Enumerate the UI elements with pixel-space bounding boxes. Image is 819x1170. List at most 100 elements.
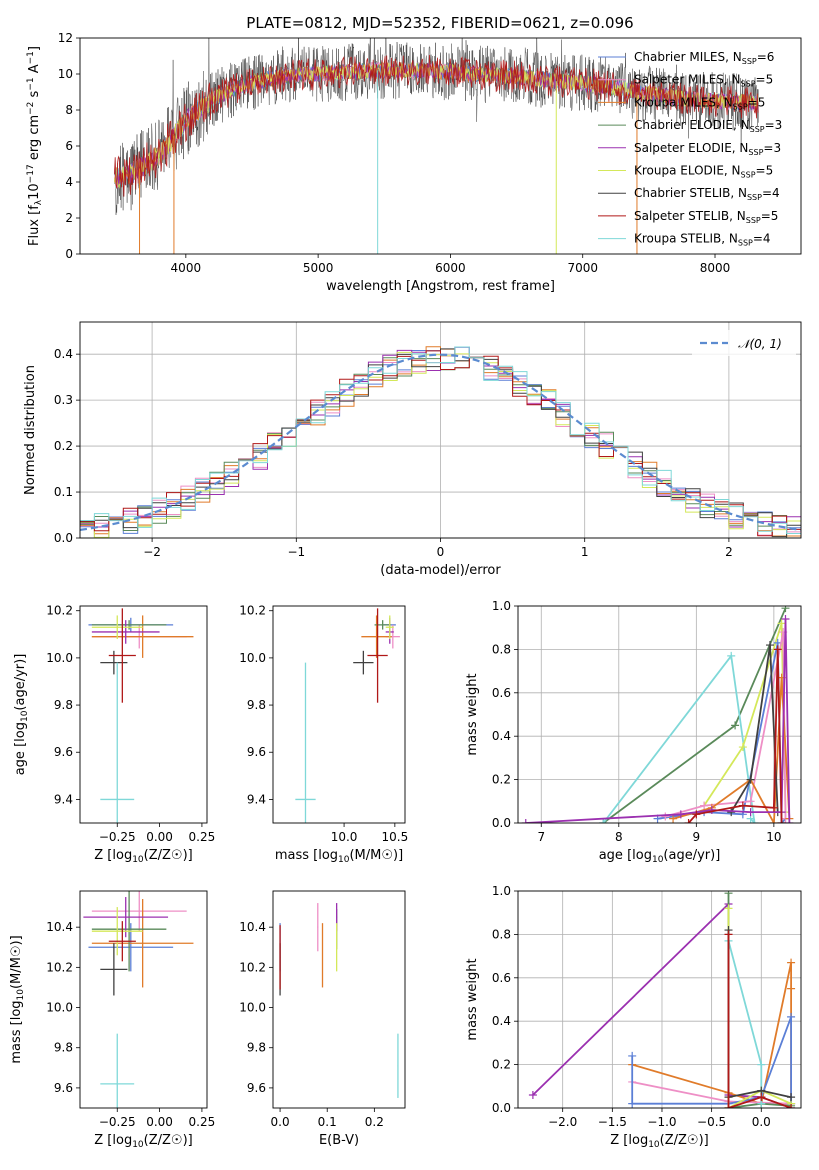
age-vs-mass-xtick-label-1: 10.5 bbox=[381, 830, 408, 844]
mass-vs-Z-point-8 bbox=[100, 1033, 135, 1108]
weight-vs-age-marker-0-2 bbox=[781, 606, 790, 613]
spectrum-ytick-label-5: 10 bbox=[58, 67, 73, 81]
weight-vs-age-series-0 bbox=[602, 607, 787, 823]
spectrum-ytick-label-0: 0 bbox=[65, 247, 73, 261]
age-vs-Z-point-3 bbox=[91, 620, 167, 630]
weight-vs-age-plot-area bbox=[521, 606, 794, 823]
weight-vs-Z-series-7 bbox=[727, 930, 792, 1099]
weight-vs-age-marker-4-2 bbox=[746, 797, 755, 806]
weight-vs-Z-xtick-label-1: −1.5 bbox=[598, 1115, 627, 1129]
weight-vs-age-series-5 bbox=[672, 677, 791, 823]
age-vs-mass-point-7 bbox=[367, 608, 388, 703]
weight-vs-age-marker-8-0 bbox=[684, 819, 693, 823]
weight-vs-age-marker-5-0 bbox=[669, 814, 678, 823]
spectrum-frame bbox=[79, 37, 802, 255]
weight-vs-Z-ytick-label-0: 0.0 bbox=[492, 1101, 511, 1115]
weight-vs-age-marker-8-1 bbox=[692, 810, 701, 819]
mass-vs-Z-point-4 bbox=[83, 897, 169, 938]
residuals-normal-curve bbox=[80, 353, 801, 531]
spectrum-legend-label-4: Salpeter ELODIE, NSSP=3 bbox=[634, 141, 781, 157]
weight-vs-age-marker-6-2 bbox=[765, 641, 774, 650]
age-vs-mass-xtick-label-0: 10.0 bbox=[331, 830, 358, 844]
mass-vs-EBV-ytick-label-3: 10.2 bbox=[239, 960, 266, 974]
weight-vs-age-series-1 bbox=[602, 653, 756, 823]
weight-vs-age-marker-0-1 bbox=[731, 721, 740, 730]
age-vs-Z-xtick-label-1: 0.00 bbox=[146, 830, 173, 844]
mass-vs-Z-point-3 bbox=[91, 891, 167, 972]
weight-vs-age-marker-7-0 bbox=[521, 819, 530, 823]
mass-vs-Z-point-6 bbox=[100, 943, 128, 996]
mass-vs-Z-ylabel: mass [log10(M/M☉)] bbox=[9, 935, 26, 1063]
spectrum-axes: 4000 5000 6000 7000 8000 0 2 4 6 8 10 12 bbox=[58, 31, 731, 275]
mass-vs-EBV-point-7 bbox=[279, 925, 281, 990]
residuals-ytick-label-2: 0.2 bbox=[54, 439, 73, 453]
weight-vs-Z-ytick-label-2: 0.4 bbox=[492, 1014, 511, 1028]
age-vs-Z-point-7 bbox=[108, 608, 136, 703]
weight-vs-age-ytick-label-5: 1.0 bbox=[492, 599, 511, 613]
spectrum-ytick-label-1: 2 bbox=[65, 211, 73, 225]
weight-vs-age-ytick-label-3: 0.6 bbox=[492, 686, 511, 700]
weight-vs-age-marker-2-2 bbox=[777, 619, 786, 628]
weight-vs-Z-marker-6-0 bbox=[724, 904, 733, 913]
residuals-ytick-label-0: 0.0 bbox=[54, 531, 73, 545]
weight-vs-age-marker-7-1 bbox=[676, 810, 685, 819]
age-vs-mass-xlabel: mass [log10(M/M☉)] bbox=[275, 848, 403, 865]
spectrum-legend-label-0: Chabrier MILES, NSSP=6 bbox=[634, 50, 774, 66]
weight-vs-age-ytick-label-4: 0.8 bbox=[492, 642, 511, 656]
age-vs-Z-ytick-label-3: 10.0 bbox=[46, 651, 73, 665]
weight-vs-age-marker-7-5 bbox=[781, 615, 790, 624]
spectrum-ytick-label-6: 12 bbox=[58, 31, 73, 45]
mass-vs-Z-point-5 bbox=[91, 907, 143, 956]
weight-vs-Z-xtick-label-2: −1.0 bbox=[647, 1115, 676, 1129]
weight-vs-Z-marker-3-0 bbox=[628, 1051, 637, 1060]
mass-vs-EBV-point-1 bbox=[317, 903, 319, 952]
weight-vs-age-marker-4-1 bbox=[700, 801, 709, 810]
weight-vs-Z-ytick-label-1: 0.2 bbox=[492, 1058, 511, 1072]
age-vs-Z-xtick-label-0: −0.25 bbox=[99, 830, 136, 844]
spectrum-legend-label-1: Salpeter MILES, NSSP=5 bbox=[634, 73, 773, 89]
weight-vs-age-ytick-label-2: 0.4 bbox=[492, 729, 511, 743]
age-vs-mass-plot-area bbox=[295, 608, 400, 823]
weight-vs-Z-marker-8-0 bbox=[724, 930, 733, 939]
age-vs-Z-xtick-label-2: 0.25 bbox=[189, 830, 216, 844]
mass-vs-Z-ytick-label-1: 9.8 bbox=[54, 1041, 73, 1055]
mass-vs-Z-point-2 bbox=[91, 899, 194, 988]
mass-vs-Z-plot-area bbox=[83, 891, 194, 1108]
mass-vs-Z-point-1 bbox=[91, 891, 187, 932]
weight-vs-age-marker-4-0 bbox=[661, 812, 670, 821]
age-vs-Z-ylabel: age [log10(age/yr)] bbox=[13, 654, 30, 776]
weight-vs-Z-marker-1-3 bbox=[787, 958, 796, 967]
weight-vs-Z-ytick-label-3: 0.6 bbox=[492, 971, 511, 985]
age-vs-Z-point-8 bbox=[100, 662, 135, 823]
weight-vs-Z-xlabel: Z [log10(Z/Z☉)] bbox=[610, 1133, 708, 1150]
weight-vs-Z-ytick-label-5: 1.0 bbox=[492, 884, 511, 898]
weight-vs-Z-plot-area bbox=[528, 891, 796, 1108]
age-vs-mass-axes: 10.0 10.5 9.4 9.6 9.8 10.0 10.2 bbox=[239, 604, 408, 844]
age-vs-Z-axes: −0.25 0.00 0.25 9.4 9.6 9.8 10.0 10.2 bbox=[46, 604, 215, 844]
spectrum-legend-label-8: Kroupa STELIB, NSSP=4 bbox=[634, 232, 771, 248]
age-vs-Z-point-5 bbox=[91, 615, 143, 640]
weight-vs-age-xtick-label-3: 10 bbox=[766, 830, 781, 844]
weight-vs-Z-marker-8-1 bbox=[724, 1104, 733, 1108]
weight-vs-Z-marker-1-4 bbox=[787, 984, 796, 993]
spectrum-ytick-label-3: 6 bbox=[65, 139, 73, 153]
age-vs-mass-frame bbox=[272, 605, 406, 824]
spectrum-legend-label-3: Chabrier ELODIE, NSSP=3 bbox=[634, 118, 782, 134]
weight-vs-Z-xtick-label-3: −0.5 bbox=[697, 1115, 726, 1129]
mass-vs-EBV-ytick-label-4: 10.4 bbox=[239, 920, 266, 934]
weight-vs-Z-frame bbox=[517, 890, 802, 1109]
residuals-xtick-label-3: 1 bbox=[581, 545, 589, 559]
mass-vs-EBV-plot-area bbox=[279, 903, 399, 1098]
weight-vs-Z-series-5 bbox=[727, 940, 763, 1104]
age-vs-Z-point-4 bbox=[91, 620, 160, 644]
age-vs-mass-ytick-label-3: 10.0 bbox=[239, 651, 266, 665]
residuals-xlabel: (data-model)/error bbox=[380, 563, 501, 578]
spectrum-xtick-label-0: 4000 bbox=[171, 261, 202, 275]
weight-vs-age-series-6 bbox=[730, 644, 779, 813]
weight-vs-age-marker-7-6 bbox=[785, 819, 794, 823]
weight-vs-age-xtick-label-0: 7 bbox=[537, 830, 545, 844]
weight-vs-age-xlabel: age [log10(age/yr)] bbox=[599, 848, 721, 865]
weight-vs-Z-marker-4-0 bbox=[724, 891, 733, 898]
mass-vs-EBV-point-5 bbox=[335, 923, 338, 972]
